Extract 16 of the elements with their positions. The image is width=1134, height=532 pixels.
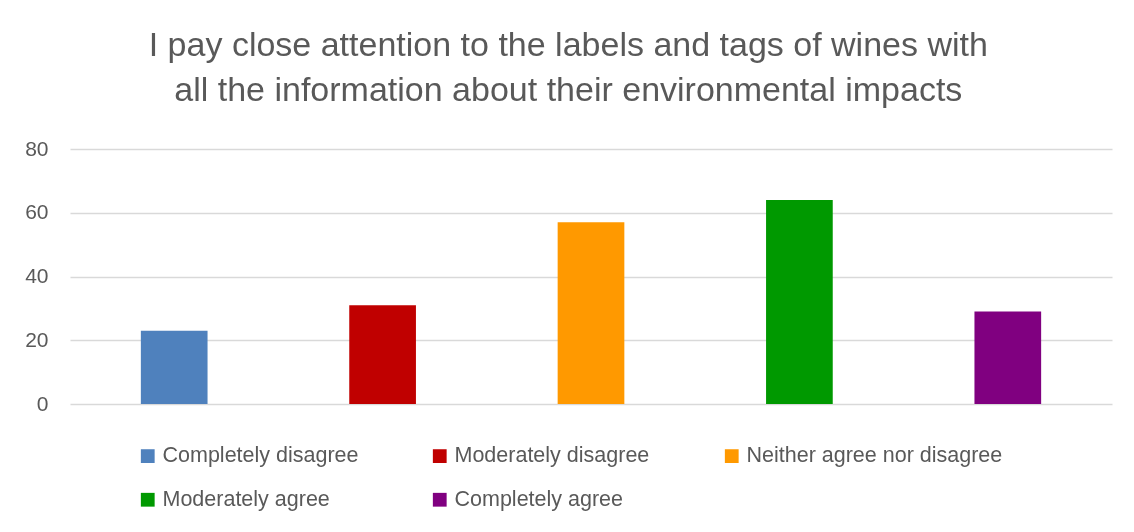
bar bbox=[349, 305, 416, 404]
legend-label: Completely agree bbox=[454, 486, 624, 511]
y-tick-label: 0 bbox=[36, 391, 49, 415]
y-tick-label: 40 bbox=[25, 264, 49, 287]
bar bbox=[557, 222, 625, 404]
legend-label: Moderately agree bbox=[162, 486, 330, 511]
legend-label: Neither agree nor disagree bbox=[746, 443, 1003, 468]
chart-title: I pay close attention to the labels and tags of wines with all the information about their environmental impacts bbox=[148, 25, 988, 108]
bar bbox=[766, 200, 833, 404]
bar bbox=[140, 330, 208, 404]
y-tick-label: 20 bbox=[25, 327, 49, 351]
y-tick-label: 80 bbox=[25, 136, 49, 160]
y-tick-label: 60 bbox=[25, 200, 49, 224]
legend-label: Completely disagree bbox=[162, 443, 359, 468]
bar bbox=[974, 311, 1042, 404]
legend-label: Moderately disagree bbox=[454, 443, 650, 468]
